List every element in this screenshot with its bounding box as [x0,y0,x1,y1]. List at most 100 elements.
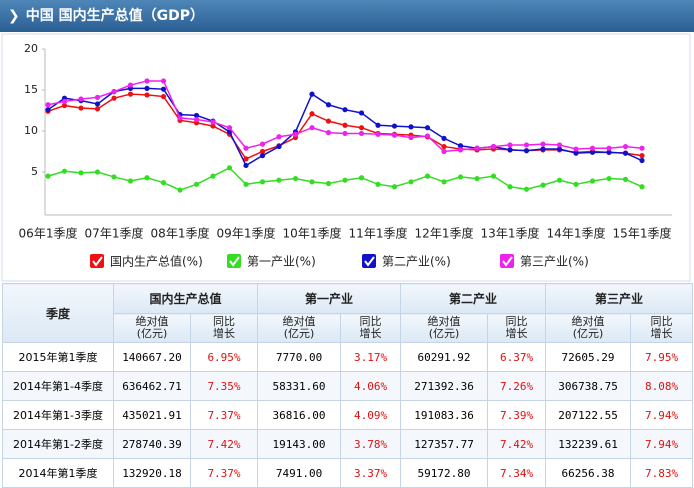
table-cell: 7770.00 [257,342,342,372]
table-cell: 7.35% [189,371,259,401]
data-point [622,143,629,150]
x-tick-label: 14年1季度 [547,226,606,241]
data-point [342,130,348,137]
data-point [573,181,579,187]
data-point [325,180,332,187]
data-point [474,175,480,182]
data-point [94,101,101,107]
data-point [589,145,596,151]
subheader-cell: 同比 增长 [340,313,402,343]
data-point [507,147,513,153]
data-point [375,181,381,187]
table-cell: 7.37% [189,400,259,430]
table-cell: 3.37% [340,458,402,488]
data-point [358,125,365,131]
table-cell: 59172.80 [400,458,489,488]
x-tick-label: 09年1季度 [217,226,276,241]
legend-swatch [362,254,376,268]
data-point [259,153,266,159]
column-header: 第三产业 [545,283,694,314]
data-point [45,173,51,179]
table-cell: 7.95% [630,342,694,372]
data-point [61,102,68,109]
data-point [127,82,134,88]
data-point [556,146,563,152]
chart: 5 10 15 20 06年1季度 07年1季度 08年1季度 09年1季度 10年1季度 11年… [1,33,691,282]
data-point [507,184,513,190]
subheader-text: 绝对值 [282,315,316,328]
subheader-text: (亿元) [428,327,460,340]
subheader-text: 同比 [213,315,235,328]
data-point [226,165,233,171]
subheader-text: 增长 [213,327,235,340]
table-cell: 2014年第1-3季度 [2,400,114,430]
data-point [160,93,167,100]
table-cell: 2014年第1季度 [2,458,114,488]
data-point [342,107,348,113]
data-point [276,143,282,150]
data-point [127,91,134,97]
subheader-text: 同比 [359,315,382,328]
legend-item: 第一产业(%) [227,254,316,269]
table-cell: 6.95% [189,342,259,372]
data-point [243,145,249,151]
table-row: 2014年第1-4季度 636462.71 7.35% 58331.60 4.06% 27… [2,371,694,401]
legend-check [364,256,375,267]
data-point [94,94,101,100]
table-cell: 60291.92 [400,342,489,372]
header-row: 季度 国内生产总值 第一产业 第二产业 第三产业 [2,283,694,343]
subheader-text: 增长 [359,327,382,340]
data-point [622,150,629,156]
subheader-text: 增长 [505,327,528,340]
data-point [507,142,513,148]
data-point [276,177,282,183]
data-point [45,107,51,113]
table-cell: 435021.91 [113,400,191,430]
table-cell: 6.37% [487,342,547,372]
data-point [210,173,216,179]
data-point [309,91,315,97]
data-point [375,122,381,128]
table-cell: 4.06% [340,371,402,401]
data-point [441,143,447,150]
data-point [243,162,249,169]
data-point [457,147,464,153]
table-row: 2014年第1-3季度 435021.91 7.37% 36816.00 4.09% 19… [2,400,694,430]
data-point [144,92,150,98]
data-point [589,149,596,155]
data-point [177,115,183,121]
table-row: 2015年第1季度 140667.20 6.95% 7770.00 3.17% 60291… [2,342,694,372]
subheader-cell: 绝对值 (亿元) [400,313,489,343]
data-table: 季度 国内生产总值 第一产业 第二产业 第三产业 绝对值 (亿元) 同比 增长 绝对值 (亿元) 同比… [2,283,694,488]
table-cell: 7.26% [487,371,547,401]
data-point [622,176,629,182]
data-point [309,125,315,131]
y-tick-label: 15 [24,83,38,96]
x-tick-label: 08年1季度 [151,226,210,241]
data-point [127,178,134,184]
legend-check [92,256,103,267]
legend-swatch [227,254,241,268]
data-point [45,102,51,108]
data-point [193,181,200,187]
x-tick-label: 07年1季度 [85,226,144,241]
data-point [144,85,150,91]
table-cell: 3.17% [340,342,402,372]
table-cell: 66256.38 [545,458,632,488]
subheader-cell: 同比 增长 [487,313,547,343]
table-cell: 7.94% [630,400,694,430]
data-point [325,130,332,136]
data-point [606,149,612,155]
legend-swatch [500,254,514,268]
subheader-text: 绝对值 [135,315,169,328]
data-point [193,116,200,123]
table-row: 2014年第1-2季度 278740.39 7.42% 19143.00 3.78% 12… [2,429,694,459]
data-point [111,95,117,101]
data-point [193,112,200,119]
x-tick-label: 13年1季度 [481,226,540,241]
table-cell: 72605.29 [545,342,632,372]
subheader-cell: 绝对值 (亿元) [545,313,632,343]
data-point [243,181,249,187]
subheader-text: 绝对值 [427,315,461,328]
